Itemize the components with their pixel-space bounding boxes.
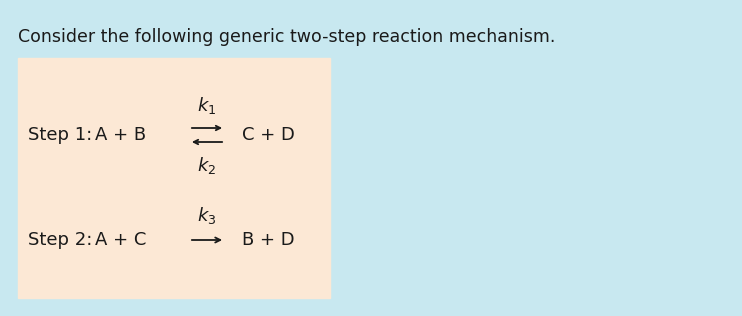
Text: B + D: B + D (242, 231, 295, 249)
FancyBboxPatch shape (18, 58, 330, 298)
Text: Step 2:: Step 2: (28, 231, 92, 249)
Text: $k_1$: $k_1$ (197, 94, 217, 116)
Text: $k_2$: $k_2$ (197, 155, 217, 175)
Text: Step 1:: Step 1: (28, 126, 92, 144)
Text: A + B: A + B (95, 126, 146, 144)
Text: A + C: A + C (95, 231, 146, 249)
Text: Consider the following generic two-step reaction mechanism.: Consider the following generic two-step … (18, 28, 555, 46)
Text: $k_3$: $k_3$ (197, 204, 217, 226)
Text: C + D: C + D (242, 126, 295, 144)
